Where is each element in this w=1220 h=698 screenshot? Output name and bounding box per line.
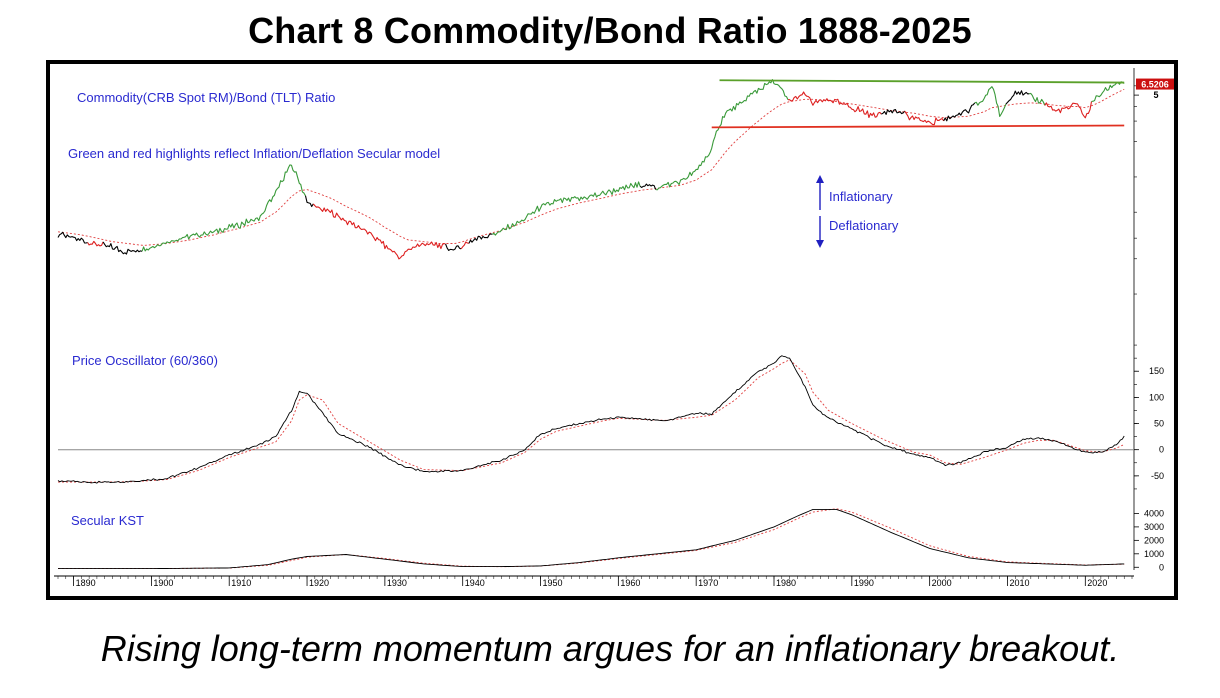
x-tick-label: 1980	[776, 578, 796, 588]
kst-panel-label: Secular KST	[71, 513, 144, 528]
oscillator-panel: 150 100 50 0 -50	[57, 344, 1164, 490]
deflationary-arrowhead	[816, 240, 824, 248]
oscillator-tick-label: 150	[1149, 366, 1164, 376]
ratio-line-inflation	[491, 181, 641, 236]
lower-trendline	[711, 124, 1125, 129]
deflationary-label: Deflationary	[829, 218, 899, 233]
chart-title: Chart 8 Commodity/Bond Ratio 1888-2025	[248, 10, 972, 51]
ratio-line-deflation	[788, 91, 882, 119]
ratio-line-neutral	[468, 233, 493, 244]
x-tick-label: 1940	[465, 578, 485, 588]
ratio-line-deflation	[904, 110, 945, 126]
x-tick-label: 2010	[1009, 578, 1029, 588]
upper-trendline	[719, 79, 1125, 84]
ratio-panel: 56.5206	[57, 78, 1174, 295]
kst-tick-label: 0	[1159, 562, 1164, 572]
kst-tick-label: 2000	[1144, 535, 1164, 545]
chart-caption: Rising long-term momentum argues for an …	[100, 628, 1120, 669]
kst-tick-label: 3000	[1144, 522, 1164, 532]
ratio-tick-label: 5	[1153, 90, 1158, 100]
x-tick-label: 1960	[620, 578, 640, 588]
ratio-panel-label: Commodity(CRB Spot RM)/Bond (TLT) Ratio	[77, 90, 335, 105]
x-tick-label: 1910	[231, 578, 251, 588]
oscillator-tick-label: 100	[1149, 392, 1164, 402]
chart-annotations: Commodity(CRB Spot RM)/Bond (TLT) Ratio …	[68, 90, 899, 528]
x-tick-label: 1950	[543, 578, 563, 588]
ratio-line-neutral	[639, 183, 657, 190]
ratio-line-inflation	[141, 164, 306, 252]
kst-tick-label: 4000	[1144, 508, 1164, 518]
ratio-average-line	[57, 88, 1125, 246]
x-tick-label: 2000	[932, 578, 952, 588]
kst-signal-line	[58, 508, 1125, 570]
ratio-line-inflation	[974, 86, 1007, 117]
inflationary-label: Inflationary	[829, 189, 893, 204]
ratio-line-inflation	[1091, 81, 1125, 103]
x-axis: 1890 1900 1910 1920 1930 1940 1950 1960 1970 1980…	[54, 575, 1134, 588]
last-value-label: 6.5206	[1141, 80, 1169, 90]
oscillator-tick-label: 50	[1154, 419, 1164, 429]
x-tick-label: 2020	[1087, 578, 1107, 588]
ratio-line-neutral	[1005, 90, 1030, 105]
oscillator-tick-label: 0	[1159, 445, 1164, 455]
ratio-line-neutral	[943, 102, 976, 122]
last-value-badge	[1136, 78, 1174, 90]
x-tick-label: 1930	[387, 578, 407, 588]
x-tick-label: 1920	[309, 578, 329, 588]
ratio-line-neutral	[445, 243, 462, 251]
ratio-line-neutral	[881, 108, 906, 115]
ratio-line-deflation	[87, 240, 104, 247]
chart-frame: 5 6.5206 150 100 50 0 -50 4000 3000 2000 1000 0 1…	[46, 60, 1178, 600]
oscillator-line	[57, 355, 1125, 484]
ratio-line-neutral	[304, 195, 314, 208]
regime-model-note: Green and red highlights reflect Inflati…	[68, 146, 440, 161]
ratio-line-deflation	[460, 241, 470, 250]
kst-panel: 4000 3000 2000 1000 0	[58, 508, 1164, 572]
inflationary-arrowhead	[816, 175, 824, 183]
oscillator-panel-label: Price Ocscillator (60/360)	[72, 353, 218, 368]
ratio-line-inflation	[655, 79, 789, 191]
x-tick-label: 1900	[153, 578, 173, 588]
ratio-line-neutral	[57, 231, 88, 244]
ratio-line-deflation	[1044, 101, 1093, 119]
x-tick-label: 1990	[854, 578, 874, 588]
ratio-line-deflation	[312, 203, 446, 260]
kst-tick-label: 1000	[1144, 549, 1164, 559]
kst-line	[58, 508, 1125, 570]
ratio-line-neutral	[102, 241, 143, 255]
x-tick-label: 1970	[698, 578, 718, 588]
chart-svg: 56.5206 150 100 50 0 -50 4000 3000 2000 1000 0 1…	[54, 68, 1174, 588]
oscillator-tick-label: -50	[1151, 471, 1164, 481]
ratio-line-inflation	[1029, 92, 1046, 106]
x-tick-label: 1890	[76, 578, 96, 588]
